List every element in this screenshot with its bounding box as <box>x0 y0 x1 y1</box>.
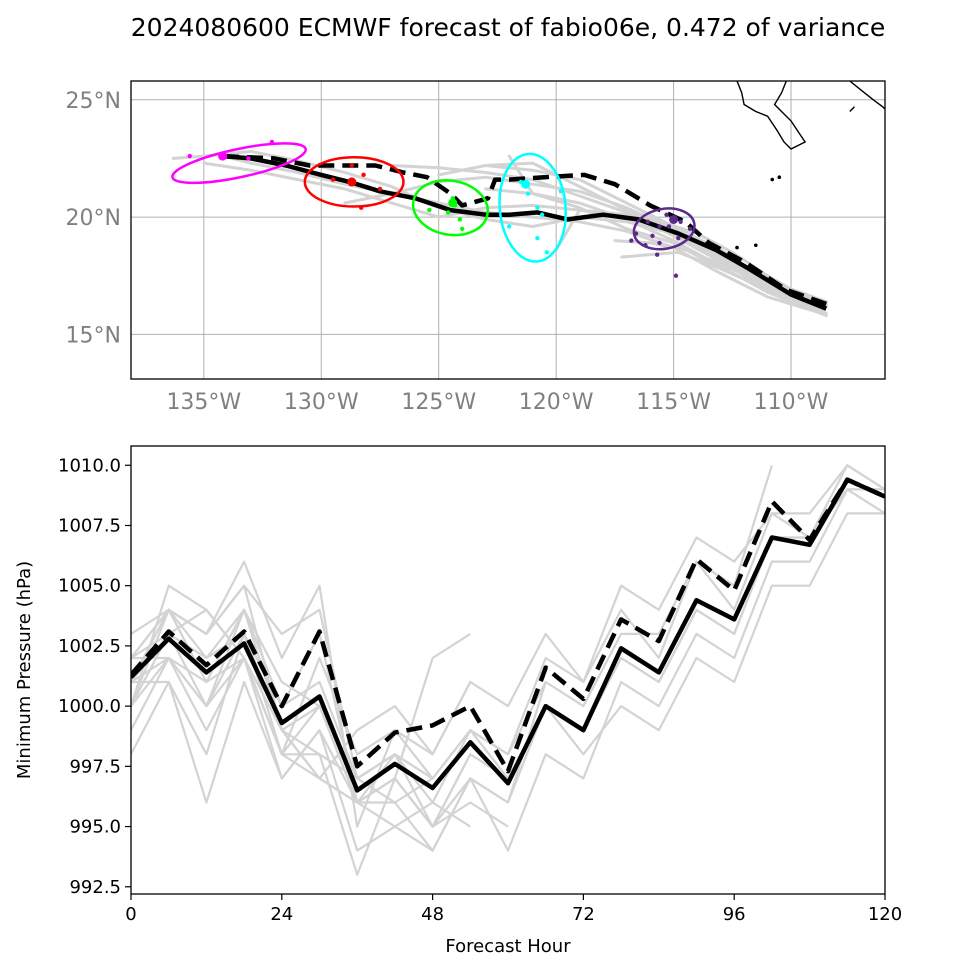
ensemble-pressure-line <box>131 488 885 804</box>
figure-title: 2024080600 ECMWF forecast of fabio06e, 0… <box>131 13 885 42</box>
dashed-pressure-line <box>131 477 885 774</box>
ensemble-position-dot <box>539 212 545 217</box>
island <box>770 177 775 182</box>
pressure-frame <box>130 445 886 895</box>
map-lon-tick-label: 120°W <box>519 390 594 415</box>
x-axis-label: Forecast Hour <box>445 936 571 957</box>
ensemble-position-dot <box>676 236 681 241</box>
map-lon-tick-label: 135°W <box>166 390 241 415</box>
map-lat-tick-label: 20°N <box>66 206 121 231</box>
uncertainty-ellipse <box>303 156 405 208</box>
map-lon-tick-label: 115°W <box>636 390 711 415</box>
x-tick-label: 0 <box>125 904 136 925</box>
uncertainty-ellipse <box>411 179 490 237</box>
ensemble-pressure-line <box>131 464 773 804</box>
ensemble-position-dot <box>427 207 432 213</box>
map-lon-tick-label: 110°W <box>754 390 829 415</box>
ensemble-position-dot <box>459 226 465 232</box>
ensemble-track <box>437 161 828 306</box>
ensemble-position-dot <box>361 172 366 178</box>
ensemble-pressure-line <box>131 464 885 780</box>
ensemble-position-dot <box>535 236 540 241</box>
map-gridlines <box>131 81 885 379</box>
mean-position-dot <box>669 214 679 224</box>
map-frame <box>130 80 886 380</box>
ensemble-position-dot <box>246 156 251 161</box>
coastline <box>849 106 855 112</box>
y-tick-label: 1000.0 <box>58 696 121 717</box>
track-map-panel: 135°W 130°W 125°W 120°W 115°W 110°W 15°N 20°N 25… <box>66 80 886 415</box>
ensemble-position-dot <box>506 224 512 229</box>
ensemble-position-dot <box>654 252 660 257</box>
y-tick-label: 997.5 <box>69 756 121 777</box>
x-tick-label: 24 <box>270 904 293 925</box>
uncertainty-ellipse <box>632 207 696 251</box>
ensemble-position-dot <box>535 205 540 210</box>
y-tick-label: 1007.5 <box>58 515 121 536</box>
mean-position-dot <box>521 179 531 189</box>
map-tick-labels: 135°W 130°W 125°W 120°W 115°W 110°W 15°N 20°N 25… <box>66 89 829 415</box>
ensemble-position-dot <box>657 240 662 246</box>
y-tick-label: 992.5 <box>69 877 121 898</box>
ensemble-pressure-line <box>131 608 471 804</box>
ensemble-position-dot <box>445 210 451 215</box>
x-tick-label: 48 <box>421 904 444 925</box>
x-tick-label: 96 <box>723 904 746 925</box>
pressure-ticks: 0 24 48 72 96 120 992.5 995.0 997.5 1000.0 1002.5 1… <box>58 455 902 925</box>
uncertainty-ellipse <box>498 152 568 263</box>
island <box>777 175 782 180</box>
ensemble-pressure-line <box>131 680 547 852</box>
ensemble-position-dot <box>330 177 336 182</box>
mean-position-dot <box>448 198 458 208</box>
uncertainty-ellipse <box>171 142 307 185</box>
ensemble-position-dot <box>673 273 679 278</box>
island <box>754 243 758 248</box>
island <box>735 245 739 250</box>
y-tick-label: 1010.0 <box>58 455 121 476</box>
map-lat-tick-label: 15°N <box>66 323 121 348</box>
map-plot-area <box>171 81 885 318</box>
dashed-track <box>222 153 828 307</box>
ensemble-position-dot <box>544 250 549 255</box>
ensemble-pressure-line <box>131 464 885 780</box>
map-lon-tick-label: 130°W <box>284 390 359 415</box>
ensemble-position-dot <box>629 238 634 243</box>
ensemble-position-dot <box>377 186 383 192</box>
ensemble-position-dot <box>645 219 650 224</box>
pressure-panel: 0 24 48 72 96 120 992.5 995.0 997.5 1000.0 1002.5 1… <box>14 445 902 957</box>
ensemble-track <box>507 154 826 313</box>
ensemble-track <box>620 250 826 311</box>
ensemble-position-dot <box>666 224 672 229</box>
pressure-plot-area <box>131 464 885 876</box>
mean-position-dot <box>347 177 357 187</box>
ensemble-position-dot <box>457 217 463 222</box>
coastline <box>849 81 885 111</box>
y-axis-label: Minimum Pressure (hPa) <box>14 561 35 779</box>
ensemble-position-dot <box>650 233 655 239</box>
y-tick-label: 1005.0 <box>58 576 121 597</box>
ensemble-position-dot <box>657 224 662 229</box>
y-tick-label: 1002.5 <box>58 636 121 657</box>
ensemble-track <box>202 161 824 308</box>
coastline <box>736 81 807 150</box>
ensemble-position-dot <box>664 212 669 217</box>
ensemble-position-dot <box>525 191 531 196</box>
ensemble-position-dot <box>349 163 354 168</box>
solid-pressure-line <box>131 477 885 793</box>
y-tick-label: 995.0 <box>69 817 121 838</box>
ensemble-position-dot <box>187 153 192 159</box>
ensemble-position-dot <box>678 219 683 224</box>
x-tick-label: 120 <box>868 904 902 925</box>
map-lon-tick-label: 125°W <box>401 390 476 415</box>
map-lat-tick-label: 25°N <box>66 89 121 114</box>
x-tick-label: 72 <box>572 904 595 925</box>
ensemble-position-dot <box>687 226 693 232</box>
solid-track <box>222 153 828 311</box>
